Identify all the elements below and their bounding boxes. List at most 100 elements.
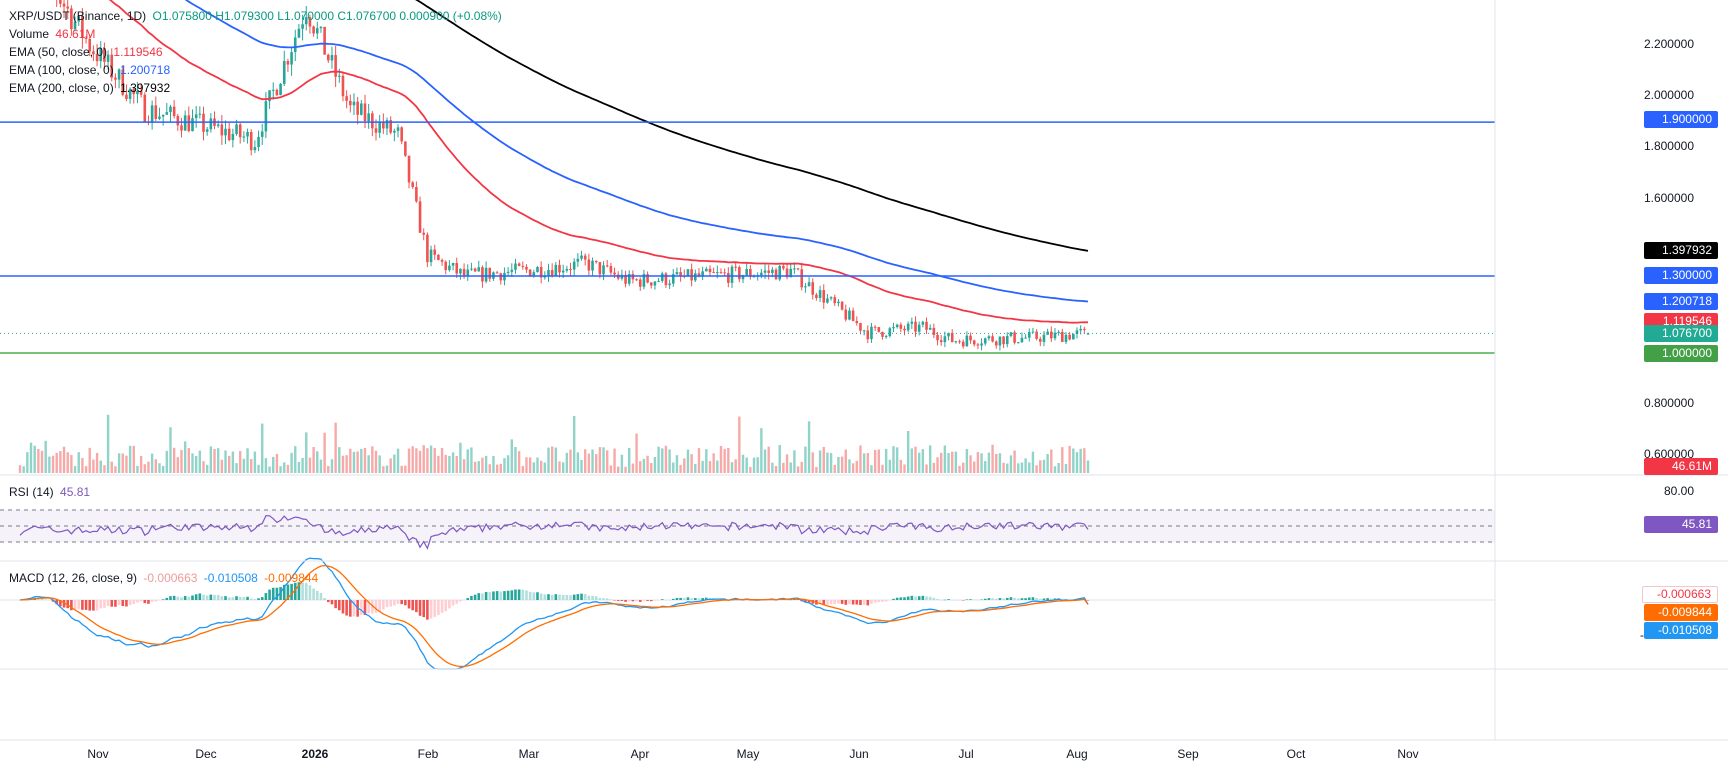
macd-histogram-bar xyxy=(862,600,866,605)
volume-bar xyxy=(51,455,55,473)
candle-body xyxy=(796,268,800,270)
candle-body xyxy=(873,326,877,328)
candle-body xyxy=(613,272,616,275)
volume-bar xyxy=(261,423,264,473)
volume-bar xyxy=(125,455,128,473)
candle-body xyxy=(649,282,653,286)
ema50-legend[interactable]: EMA (50, close, 0) 1.119546 xyxy=(9,45,166,59)
macd-histogram-bar xyxy=(583,594,587,600)
volume-bar xyxy=(694,463,697,473)
volume-bar xyxy=(407,448,411,473)
macd-histogram-bar xyxy=(426,600,429,620)
symbol-legend[interactable]: XRP/USDT (Binance, 1D) O1.075800 H1.0793… xyxy=(9,9,505,23)
macd-histogram-bar xyxy=(378,600,381,611)
volume-bar xyxy=(1006,463,1009,473)
ema100-legend[interactable]: EMA (100, close, 0) 1.200718 xyxy=(9,63,173,77)
candle-body xyxy=(1057,331,1060,333)
candle-body xyxy=(88,38,92,52)
macd-histogram-bar xyxy=(514,589,517,600)
macd-histogram-bar xyxy=(150,600,154,602)
candle-body xyxy=(99,48,103,62)
macd-histogram-bar xyxy=(125,600,128,607)
macd-histogram-bar xyxy=(980,599,983,601)
candle-body xyxy=(304,17,308,25)
candle-body xyxy=(282,61,286,84)
candle-body xyxy=(293,37,297,53)
volume-bar xyxy=(969,455,972,473)
volume-bar xyxy=(782,462,785,473)
volume-bar xyxy=(987,452,991,473)
macd-histogram-bar xyxy=(103,600,106,608)
candle-body xyxy=(958,341,961,343)
candle-body xyxy=(194,114,198,119)
candle-body xyxy=(440,259,444,262)
macd-histogram-bar xyxy=(415,600,418,613)
time-tick: Apr xyxy=(630,747,650,761)
volume-bar xyxy=(462,459,466,473)
candle-body xyxy=(576,258,580,262)
volume-bar xyxy=(532,462,536,473)
candle-body xyxy=(635,279,638,281)
candle-body xyxy=(473,268,477,272)
volume-bar xyxy=(492,456,495,473)
macd-legend[interactable]: MACD (12, 26, close, 9) -0.000663 -0.010… xyxy=(9,571,321,585)
macd-histogram-bar xyxy=(352,600,356,617)
candle-body xyxy=(851,310,855,322)
volume-bar xyxy=(554,447,558,473)
candle-body xyxy=(697,273,701,277)
candle-body xyxy=(686,269,690,277)
candle-body xyxy=(580,255,583,259)
candle-body xyxy=(382,121,385,129)
candle-body xyxy=(125,94,128,99)
volume-bar xyxy=(877,449,881,473)
candle-body xyxy=(950,332,954,343)
candle-body xyxy=(506,271,510,273)
candle-body xyxy=(367,113,370,122)
macd-histogram-bar xyxy=(1016,598,1020,600)
macd-histogram-bar xyxy=(312,588,315,600)
candle-body xyxy=(114,77,117,80)
ema200-legend[interactable]: EMA (200, close, 0) 1.397932 xyxy=(9,81,173,95)
volume-bar xyxy=(951,451,954,473)
rsi-legend[interactable]: RSI (14) 45.81 xyxy=(9,485,93,499)
volume-bar xyxy=(154,459,157,473)
candle-body xyxy=(385,120,389,129)
candle-body xyxy=(903,328,906,331)
macd-histogram-bar xyxy=(561,594,565,600)
volume-bar xyxy=(411,446,414,473)
volume-bar xyxy=(275,453,279,473)
volume-legend[interactable]: Volume 46.61M xyxy=(9,27,98,41)
macd-histogram-bar xyxy=(371,600,374,614)
macd-histogram-bar xyxy=(892,598,895,600)
price-tick: 2.200000 xyxy=(1643,37,1694,51)
macd-histogram-bar xyxy=(668,599,671,601)
volume-bar xyxy=(995,453,998,473)
volume-bar xyxy=(580,459,583,473)
candle-body xyxy=(928,327,932,330)
candle-body xyxy=(286,61,290,65)
volume-bar xyxy=(389,458,392,473)
volume-bar xyxy=(316,451,319,473)
macd-histogram-bar xyxy=(525,590,528,600)
ema50-line xyxy=(108,0,1088,324)
candle-body xyxy=(719,272,723,274)
macd-histogram-bar xyxy=(44,599,47,600)
volume-bar xyxy=(440,447,444,473)
candle-body xyxy=(947,332,950,337)
candle-body xyxy=(132,88,136,95)
candle-body xyxy=(260,131,264,137)
volume-bar xyxy=(613,448,616,473)
volume-bar xyxy=(283,462,286,473)
candle-body xyxy=(158,116,161,119)
candle-body xyxy=(525,266,528,270)
macd-histogram-bar xyxy=(873,600,877,603)
macd-histogram-bar xyxy=(822,600,826,605)
candle-body xyxy=(627,273,631,284)
macd-histogram-bar xyxy=(848,600,851,605)
price-tick: 2.000000 xyxy=(1643,88,1694,102)
candle-body xyxy=(994,341,998,346)
macd-line xyxy=(19,557,1089,670)
candle-body xyxy=(877,327,881,332)
volume-bar xyxy=(928,445,932,473)
